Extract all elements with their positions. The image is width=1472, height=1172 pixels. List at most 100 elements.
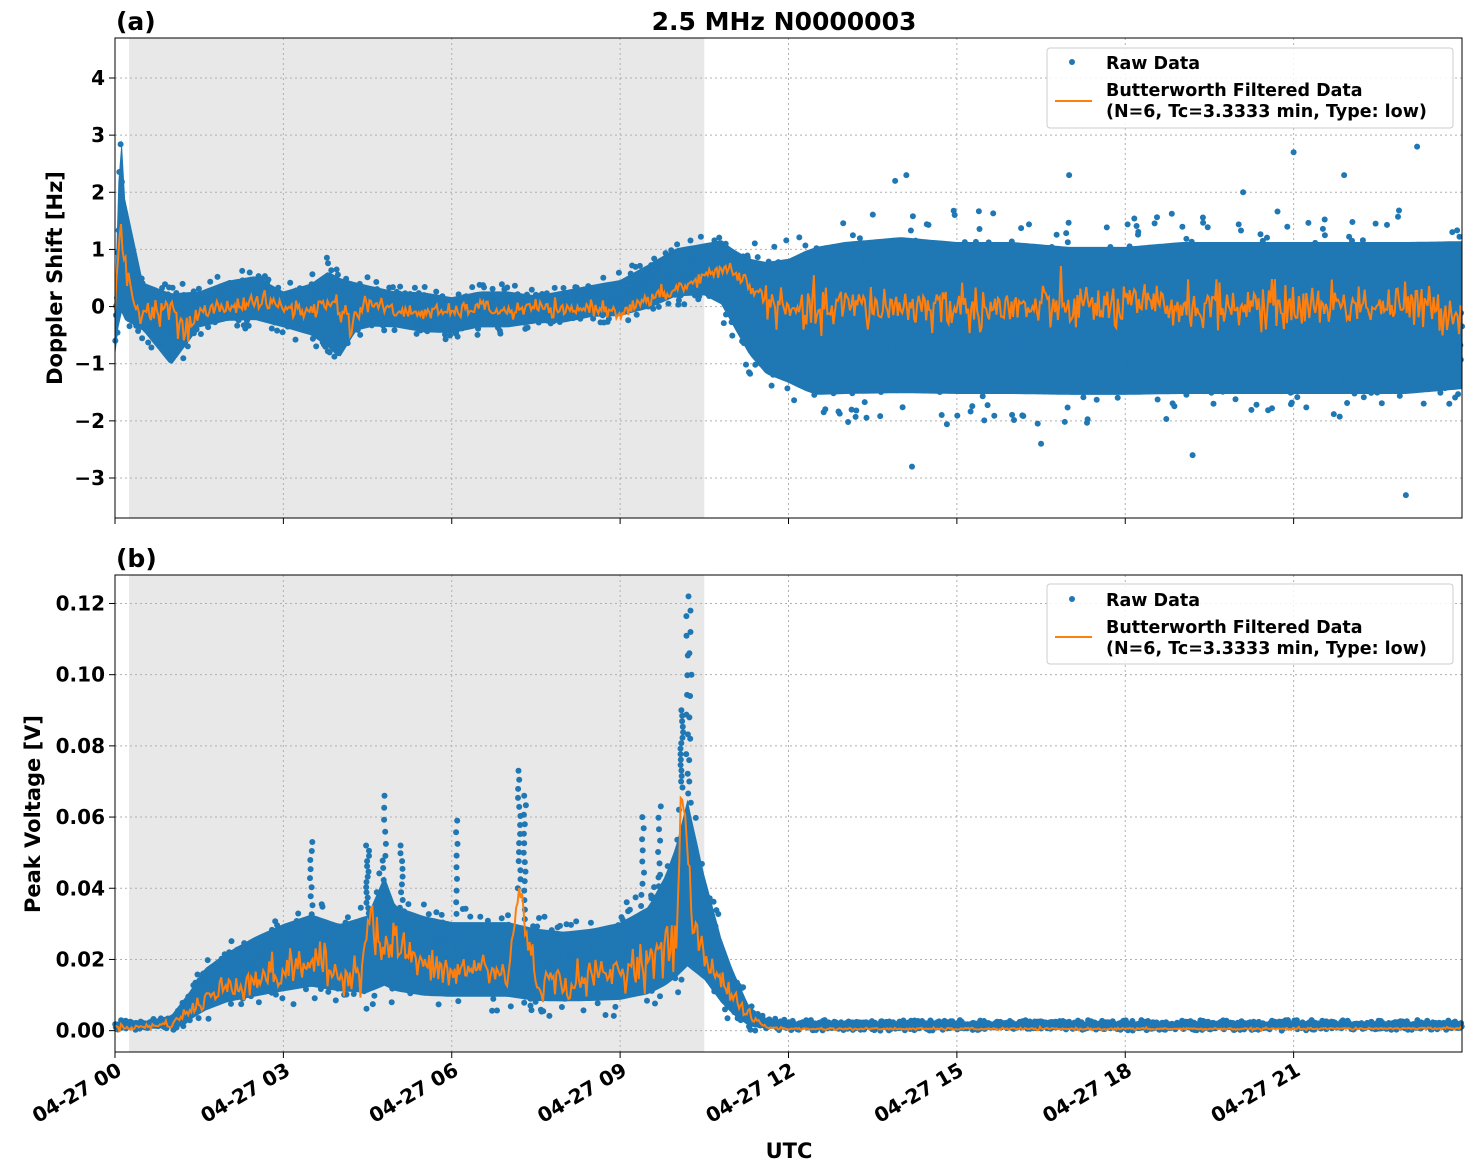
raw-data-point <box>1239 262 1246 269</box>
raw-data-point <box>373 889 380 896</box>
raw-data-point <box>660 266 667 273</box>
raw-data-outlier <box>1189 452 1196 459</box>
raw-data-point <box>771 243 778 250</box>
raw-data-point <box>1413 352 1420 358</box>
raw-data-point <box>877 341 884 348</box>
raw-data-point <box>1370 288 1377 295</box>
raw-data-point <box>678 909 685 916</box>
raw-data-point <box>205 1015 212 1022</box>
raw-data-point <box>718 247 725 254</box>
raw-data-point <box>621 919 628 926</box>
raw-data-point <box>330 341 337 348</box>
raw-data-point <box>1066 252 1073 259</box>
raw-data-point <box>736 993 743 1000</box>
raw-data-point <box>1382 284 1389 291</box>
raw-data-point <box>445 940 452 947</box>
raw-data-point <box>1240 281 1247 287</box>
raw-data-point <box>291 948 298 955</box>
raw-data-point <box>653 280 660 287</box>
raw-data-point <box>876 332 883 339</box>
raw-data-point <box>846 347 853 354</box>
raw-data-point <box>612 1003 619 1010</box>
raw-data-point <box>796 234 803 241</box>
raw-data-point <box>856 235 863 242</box>
raw-data-point <box>784 385 791 392</box>
raw-data-point <box>1168 210 1175 217</box>
raw-data-point <box>968 360 974 367</box>
raw-data-point <box>661 900 668 907</box>
raw-data-point <box>1046 287 1053 294</box>
raw-data-point <box>118 178 125 185</box>
raw-data-point <box>941 385 948 392</box>
raw-data-point <box>1405 340 1412 347</box>
raw-data-point <box>138 323 145 330</box>
raw-data-point <box>724 289 731 296</box>
raw-data-outlier <box>908 463 915 470</box>
raw-data-point <box>788 274 795 281</box>
raw-data-point <box>636 262 643 269</box>
raw-data-point <box>845 327 852 334</box>
raw-data-point <box>543 957 549 963</box>
raw-data-point <box>402 977 409 984</box>
raw-data-point <box>655 303 662 310</box>
raw-data-point <box>954 412 961 419</box>
raw-data-point <box>1325 324 1332 330</box>
raw-data-point <box>1409 372 1416 379</box>
raw-data-point <box>1119 250 1126 257</box>
raw-data-point <box>1454 227 1461 234</box>
raw-data-point <box>675 301 682 308</box>
raw-data-point <box>402 290 409 297</box>
raw-data-point <box>121 298 128 305</box>
raw-data-point <box>912 272 919 279</box>
raw-data-point <box>1250 280 1256 287</box>
raw-data-point <box>1336 275 1343 282</box>
raw-data-point <box>754 254 761 261</box>
raw-data-point <box>702 254 709 261</box>
raw-data-point <box>1365 328 1372 335</box>
raw-data-point <box>1271 339 1277 346</box>
raw-data-point <box>617 959 624 966</box>
raw-data-point <box>923 343 930 350</box>
raw-data-point <box>1061 314 1068 321</box>
raw-data-point <box>990 210 997 217</box>
raw-data-point <box>522 993 529 1000</box>
raw-data-point <box>345 954 352 961</box>
raw-data-point <box>764 367 771 374</box>
raw-data-point <box>594 1000 601 1007</box>
raw-data-point <box>148 293 155 300</box>
raw-data-point <box>907 358 914 365</box>
raw-data-point <box>505 921 512 928</box>
raw-data-point <box>1192 320 1199 327</box>
raw-data-point <box>495 956 502 963</box>
raw-data-point <box>985 239 992 246</box>
raw-data-point <box>1332 262 1339 269</box>
raw-data-point <box>1149 335 1156 342</box>
raw-data-point <box>1367 249 1373 256</box>
raw-data-point <box>863 269 870 276</box>
raw-data-point <box>563 921 570 928</box>
raw-data-point <box>505 912 511 919</box>
raw-data-point <box>1366 295 1373 302</box>
raw-data-point <box>524 988 531 995</box>
raw-data-point <box>1403 312 1410 319</box>
raw-data-point <box>1109 352 1116 359</box>
raw-data-point <box>1009 411 1016 418</box>
raw-data-point <box>580 1007 587 1014</box>
raw-data-point <box>165 291 171 298</box>
raw-data-point <box>667 885 674 892</box>
raw-data-point <box>991 412 998 419</box>
raw-data-point <box>914 334 921 341</box>
raw-data-point <box>1056 246 1063 253</box>
raw-data-point <box>1178 367 1185 374</box>
raw-data-point <box>1129 370 1135 377</box>
raw-data-point <box>706 293 713 299</box>
raw-data-point <box>1414 323 1421 330</box>
raw-data-point <box>704 908 711 915</box>
raw-data-point <box>1244 327 1251 334</box>
raw-data-point <box>924 369 931 376</box>
raw-data-point <box>1443 292 1450 299</box>
raw-data-point <box>138 275 145 282</box>
raw-data-point <box>898 379 905 386</box>
raw-data-point <box>562 972 569 979</box>
raw-data-point <box>1238 270 1245 277</box>
